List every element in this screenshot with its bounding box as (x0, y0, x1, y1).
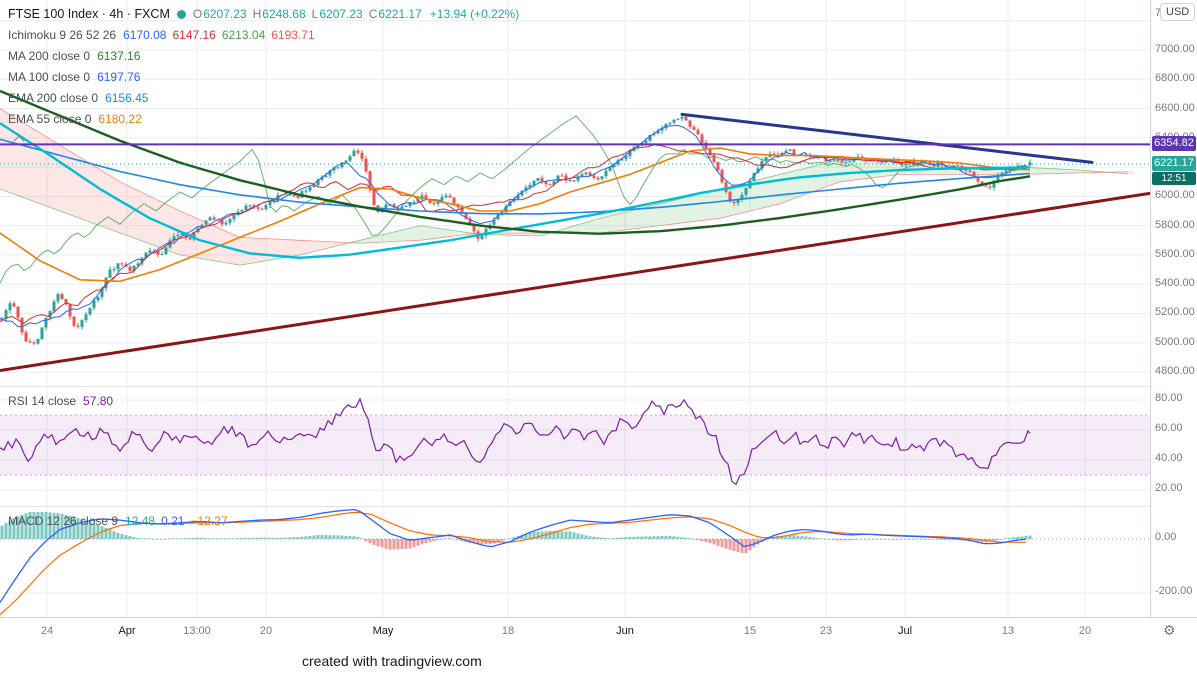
price-tick: 5000.00 (1155, 336, 1195, 348)
indicator-name: MA 200 close 0 (8, 49, 91, 63)
indicator-legend-row[interactable]: MACD 12 26 close 9 12.48 0.21 −12.27 (8, 513, 234, 530)
currency-toggle-button[interactable]: USD (1160, 3, 1196, 21)
ohlc-label: L (311, 7, 319, 21)
symbol-title: FTSE 100 Index · 4h · FXCM (8, 7, 170, 21)
price-tick: 7000.00 (1155, 43, 1195, 55)
indicator-legend-row[interactable]: MA 100 close 0 6197.76 (8, 69, 519, 86)
rsi-tick: 20.00 (1155, 482, 1183, 494)
indicator-value: 6156.45 (105, 91, 149, 105)
ohlc-label: O (192, 7, 203, 21)
price-tick: 7 (1155, 7, 1162, 19)
main-chart-panel[interactable]: FTSE 100 Index · 4h · FXCM O6207.23 H6248… (0, 0, 1150, 386)
market-status-icon (176, 10, 186, 19)
rsi-name: RSI 14 close (8, 394, 77, 408)
macd-name: MACD 12 26 close 9 (8, 514, 119, 528)
rsi-canvas[interactable] (0, 387, 1150, 507)
macd-value: 12.48 (125, 514, 156, 528)
indicator-legend-row[interactable]: Ichimoku 9 26 52 26 6170.08 6147.16 6213.04… (8, 27, 519, 44)
price-tick: 5600.00 (1155, 248, 1195, 260)
collapse-legend-button[interactable] (8, 132, 30, 147)
macd-canvas[interactable] (0, 507, 1150, 618)
price-tick: 6000.00 (1155, 189, 1195, 201)
price-tick: 6600.00 (1155, 102, 1195, 114)
ohlc-value: 6221.17 (378, 7, 422, 21)
indicator-name: MA 100 close 0 (8, 70, 91, 84)
time-tick: Apr (118, 625, 136, 637)
indicator-name: EMA 55 close 0 (8, 112, 92, 126)
time-tick: 15 (743, 625, 757, 637)
indicator-value: 6197.76 (97, 70, 141, 84)
macd-tick: -200.00 (1155, 585, 1193, 597)
indicator-value: 6147.16 (172, 28, 216, 42)
change-value: +13.94 (+0.22%) (429, 7, 520, 21)
indicator-legend-row[interactable]: EMA 55 close 0 6180.22 (8, 111, 519, 128)
ohlc-values: O6207.23 H6248.68 L6207.23 C6221.17 (193, 6, 428, 23)
ohlc-value: 6207.23 (203, 7, 247, 21)
rsi-tick: 60.00 (1155, 422, 1183, 434)
chevron-up-icon (13, 134, 25, 147)
ohlc-value: 6248.68 (262, 7, 306, 21)
time-tick: 20 (259, 625, 273, 637)
bar-countdown-badge: 12:51 (1152, 172, 1196, 185)
time-tick: May (372, 625, 394, 637)
indicator-value: 6170.08 (123, 28, 167, 42)
price-tick: 4800.00 (1155, 365, 1195, 377)
macd-tick: 0.00 (1155, 531, 1177, 543)
time-tick: 20 (1078, 625, 1092, 637)
time-tick: 18 (501, 625, 515, 637)
price-axis[interactable]: 77000.006800.006600.006400.006200.006000… (1150, 0, 1197, 617)
time-tick: Jul (897, 625, 913, 637)
rsi-value: 57.80 (83, 394, 114, 408)
indicator-value: 6193.71 (271, 28, 315, 42)
macd-panel[interactable]: MACD 12 26 close 9 12.48 0.21 −12.27 (0, 506, 1150, 618)
ohlc-value: 6207.23 (319, 7, 363, 21)
gear-icon[interactable]: ⚙ (1163, 622, 1176, 638)
main-legend: FTSE 100 Index · 4h · FXCM O6207.23 H6248… (8, 6, 519, 147)
symbol-row[interactable]: FTSE 100 Index · 4h · FXCM O6207.23 H6248… (8, 6, 519, 23)
indicator-legend-row[interactable]: RSI 14 close 57.80 (8, 393, 119, 410)
rsi-legend: RSI 14 close 57.80 (8, 393, 119, 414)
macd-value: 0.21 (161, 514, 185, 528)
rsi-tick: 80.00 (1155, 392, 1183, 404)
last-price-badge: 6221.17 (1152, 156, 1196, 171)
indicator-value: 6213.04 (221, 28, 266, 42)
level-price-badge: 6354.82 (1152, 136, 1196, 151)
indicator-legends: Ichimoku 9 26 52 26 6170.08 6147.16 6213.04… (8, 27, 519, 128)
footer: created with tradingview.com (0, 644, 1197, 680)
time-tick: 24 (40, 625, 54, 637)
time-tick: 13 (1001, 625, 1015, 637)
price-tick: 5400.00 (1155, 277, 1195, 289)
indicator-legend-row[interactable]: EMA 200 close 0 6156.45 (8, 90, 519, 107)
ohlc-label: C (368, 7, 378, 21)
price-tick: 5200.00 (1155, 306, 1195, 318)
time-axis[interactable]: 24 Apr 13:00 20 May 18 Jun 15 23 Jul 13 20 ⚙ (0, 617, 1197, 644)
indicator-value: 6137.16 (97, 49, 141, 63)
price-tick: 6800.00 (1155, 72, 1195, 84)
rsi-panel[interactable]: RSI 14 close 57.80 (0, 386, 1150, 507)
time-tick: 23 (819, 625, 833, 637)
macd-value: −12.27 (190, 514, 228, 528)
ohlc-label: H (252, 7, 262, 21)
macd-values: 12.48 0.21 −12.27 (125, 513, 233, 530)
rsi-tick: 40.00 (1155, 452, 1183, 464)
indicator-legend-row[interactable]: MA 200 close 0 6137.16 (8, 48, 519, 65)
attribution-text: created with tradingview.com (302, 653, 482, 669)
indicator-name: EMA 200 close 0 (8, 91, 99, 105)
macd-legend: MACD 12 26 close 9 12.48 0.21 −12.27 (8, 513, 234, 534)
price-tick: 5800.00 (1155, 219, 1195, 231)
price-chart-canvas[interactable] (0, 0, 1150, 386)
indicator-name: Ichimoku 9 26 52 26 (8, 28, 117, 42)
time-tick: 13:00 (183, 625, 211, 637)
time-tick: Jun (616, 625, 634, 637)
indicator-value: 6180.22 (98, 112, 142, 126)
